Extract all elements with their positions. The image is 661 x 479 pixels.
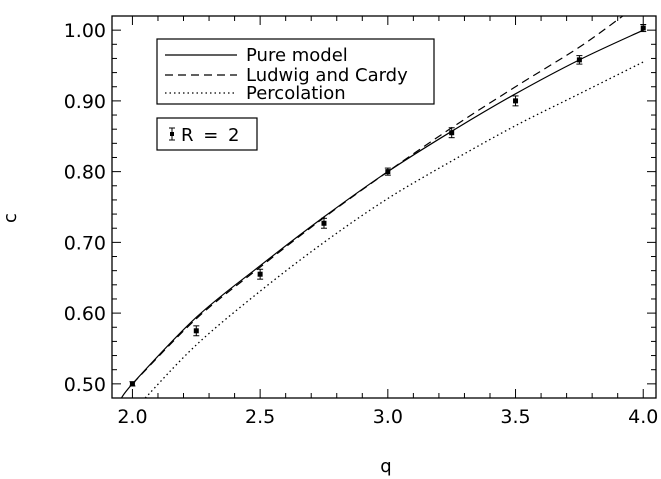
legend-data-box: R = 2 bbox=[156, 117, 258, 151]
y-axis-ticks: 0.50 0.60 0.70 0.80 0.90 1.00 bbox=[64, 15, 656, 399]
legend-swatch-marker bbox=[170, 132, 174, 136]
y-tick-label: 0.80 bbox=[64, 162, 106, 184]
x-tick-label: 3.5 bbox=[500, 406, 530, 428]
data-point bbox=[129, 381, 135, 387]
legend: Pure model Ludwig and Cardy Percolation bbox=[156, 38, 435, 105]
data-point bbox=[193, 328, 199, 334]
plot-area bbox=[120, 16, 647, 398]
x-axis-label: q bbox=[380, 456, 391, 477]
y-tick-label: 0.50 bbox=[64, 374, 106, 396]
y-tick-label: 0.60 bbox=[64, 303, 106, 325]
legend-label-pure-model: Pure model bbox=[246, 45, 348, 66]
plot-frame bbox=[111, 15, 657, 399]
series-r2 bbox=[129, 23, 647, 387]
series-line-2 bbox=[144, 61, 644, 398]
data-point bbox=[640, 25, 646, 31]
x-tick-label: 2.0 bbox=[117, 406, 147, 428]
legend-box bbox=[156, 38, 435, 105]
series-lines bbox=[120, 16, 644, 398]
data-point bbox=[385, 169, 391, 175]
x-axis-ticks: 2.0 2.5 3.0 3.5 4.0 bbox=[117, 16, 658, 428]
y-axis-label: c bbox=[0, 213, 21, 223]
legend-label-percolation: Percolation bbox=[246, 83, 346, 104]
legend-data-box-frame bbox=[156, 117, 258, 151]
data-point bbox=[449, 130, 455, 136]
legend-label-ludwig-cardy: Ludwig and Cardy bbox=[246, 65, 408, 86]
y-tick-label: 1.00 bbox=[64, 20, 106, 42]
legend-label-r2: R = 2 bbox=[181, 125, 239, 146]
data-point bbox=[257, 271, 263, 277]
y-tick-label: 0.90 bbox=[64, 91, 106, 113]
x-tick-label: 3.0 bbox=[373, 406, 403, 428]
data-point bbox=[576, 57, 582, 63]
series-line-1 bbox=[132, 16, 624, 385]
data-point bbox=[513, 98, 519, 104]
data-point bbox=[321, 220, 327, 226]
y-tick-label: 0.70 bbox=[64, 232, 106, 254]
x-tick-label: 2.5 bbox=[245, 406, 275, 428]
axes bbox=[111, 15, 657, 399]
x-tick-label: 4.0 bbox=[628, 406, 658, 428]
